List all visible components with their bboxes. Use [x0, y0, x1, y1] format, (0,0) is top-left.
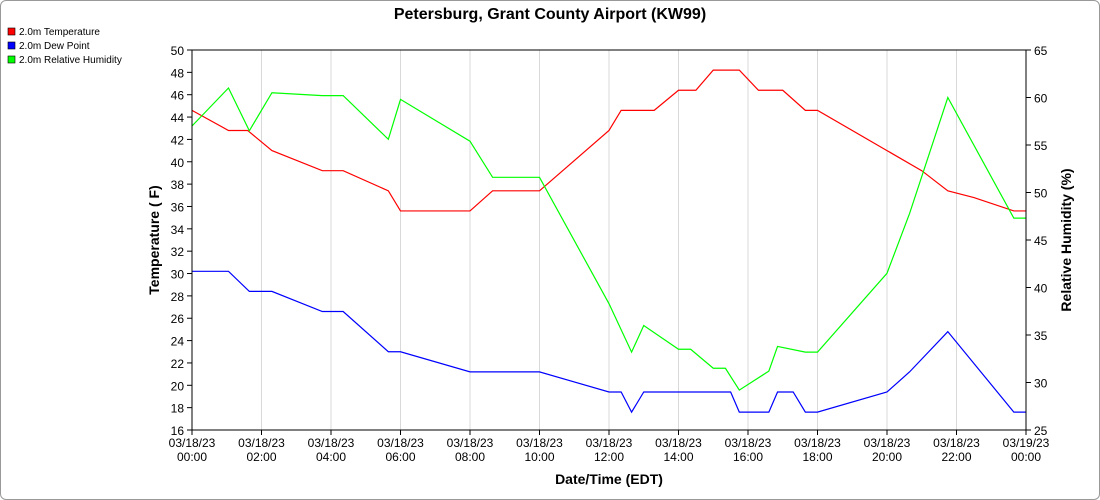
x-tick-time: 16:00 [733, 450, 763, 464]
left-tick-label: 24 [171, 335, 185, 349]
left-tick-label: 16 [171, 424, 185, 438]
right-tick-label: 30 [1034, 377, 1048, 391]
x-tick-time: 14:00 [663, 450, 693, 464]
x-tick-date: 03/18/23 [447, 436, 494, 450]
right-tick-label: 40 [1034, 282, 1048, 296]
left-axis: 16 18 20 22 24 26 28 30 32 34 36 38 40 42 44 46 48 50 [171, 44, 192, 438]
series-line-relative-humidity [191, 86, 1026, 391]
x-tick-date: 03/18/23 [655, 436, 702, 450]
x-tick-date: 03/18/23 [933, 436, 980, 450]
x-tick-date: 03/18/23 [794, 436, 841, 450]
right-tick-label: 25 [1034, 424, 1048, 438]
left-tick-label: 32 [171, 245, 185, 259]
x-tick-date: 03/18/23 [725, 436, 772, 450]
x-tick-time: 10:00 [524, 450, 554, 464]
x-tick-date: 03/18/23 [377, 436, 424, 450]
series-line-temperature [191, 69, 1026, 212]
left-tick-label: 48 [171, 66, 185, 80]
left-tick-label: 36 [171, 200, 185, 214]
x-tick-time: 04:00 [316, 450, 346, 464]
left-tick-label: 42 [171, 133, 185, 147]
x-tick-date: 03/18/23 [308, 436, 355, 450]
series-line-dew-point [192, 270, 1026, 414]
x-tick-time: 22:00 [941, 450, 971, 464]
x-tick-time: 18:00 [802, 450, 832, 464]
left-tick-label: 18 [171, 402, 185, 416]
y-axis-label-left: Temperature ( F) [146, 185, 162, 294]
left-tick-label: 46 [171, 89, 185, 103]
x-tick-date: 03/18/23 [238, 436, 285, 450]
x-axis-label: Date/Time (EDT) [555, 471, 663, 487]
left-tick-label: 28 [171, 290, 185, 304]
x-tick-time: 20:00 [872, 450, 902, 464]
y-axis-label-right: Relative Humidity (%) [1058, 168, 1074, 311]
x-tick-time: 06:00 [385, 450, 415, 464]
legend-entry: 2.0m Relative Humidity [19, 55, 122, 66]
right-axis: 25 30 35 40 45 50 55 60 65 [1026, 44, 1048, 438]
right-tick-label: 35 [1034, 329, 1048, 343]
legend: 2.0m Temperature 2.0m Dew Point 2.0m Relat… [7, 27, 122, 66]
x-tick-date: 03/18/23 [864, 436, 911, 450]
legend-entry: 2.0m Dew Point [19, 41, 90, 52]
x-tick-time: 12:00 [594, 450, 624, 464]
right-tick-label: 65 [1034, 44, 1048, 58]
left-tick-label: 26 [171, 312, 185, 326]
x-tick-date: 03/19/23 [1003, 436, 1050, 450]
x-tick-time: 00:00 [1011, 450, 1041, 464]
left-tick-label: 44 [171, 111, 185, 125]
x-tick-date: 03/18/23 [516, 436, 563, 450]
left-tick-label: 50 [171, 44, 185, 58]
left-tick-label: 20 [171, 379, 185, 393]
legend-entry: 2.0m Temperature [19, 27, 100, 38]
right-tick-label: 60 [1034, 92, 1048, 106]
left-tick-label: 34 [171, 223, 185, 237]
x-tick-date: 03/18/23 [169, 436, 216, 450]
left-tick-label: 22 [171, 357, 185, 371]
gridlines [261, 50, 957, 430]
x-tick-time: 00:00 [177, 450, 207, 464]
legend-swatch [7, 41, 16, 50]
left-tick-label: 40 [171, 156, 185, 170]
x-tick-time: 02:00 [246, 450, 276, 464]
x-axis: 03/18/2300:0003/18/2302:0003/18/2304:000… [169, 430, 1050, 464]
chart-title: Petersburg, Grant County Airport (KW99) [394, 6, 706, 23]
legend-swatch [7, 55, 16, 64]
left-tick-label: 38 [171, 178, 185, 192]
right-tick-label: 55 [1034, 139, 1048, 153]
series-layer [191, 69, 1026, 414]
right-tick-label: 45 [1034, 234, 1048, 248]
x-tick-time: 08:00 [455, 450, 485, 464]
legend-swatch [7, 27, 16, 36]
left-tick-label: 30 [171, 268, 185, 282]
right-tick-label: 50 [1034, 187, 1048, 201]
x-tick-date: 03/18/23 [586, 436, 633, 450]
